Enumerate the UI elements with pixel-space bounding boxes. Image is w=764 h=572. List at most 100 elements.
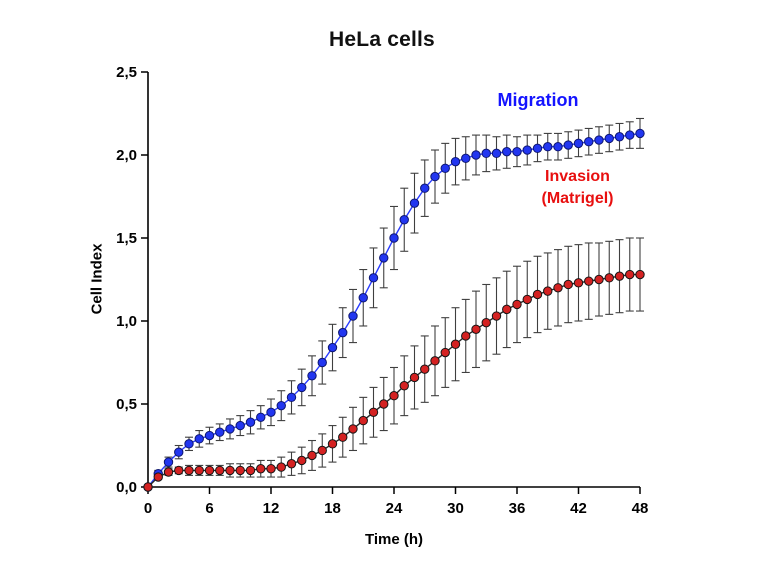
series-migration-point — [266, 407, 276, 417]
series-migration-point — [584, 137, 594, 147]
series-invasion-point — [420, 364, 430, 374]
series-migration-point — [543, 142, 553, 152]
series-invasion-point — [235, 465, 245, 476]
series-migration-point — [399, 215, 409, 225]
series-migration-point — [512, 146, 522, 157]
series-invasion-point — [215, 465, 225, 476]
series-invasion-point — [256, 464, 266, 474]
annotation-invasion-line1: Invasion — [545, 168, 610, 185]
series-migration-point — [297, 382, 307, 393]
annotation-invasion-line2: (Matrigel) — [541, 190, 614, 207]
series-invasion-point — [338, 432, 348, 442]
series-migration-point — [573, 138, 584, 149]
series-invasion-point — [512, 299, 522, 310]
series-invasion-point — [440, 347, 450, 358]
series-migration-point — [379, 253, 389, 263]
series-migration-point — [204, 430, 215, 441]
y-tick-label: 2,5 — [116, 64, 137, 81]
series-migration-point — [245, 417, 256, 427]
axes: 0,0 0,5 1,0 1,5 2,0 2,5 0 6 12 18 24 30 36 42 48 — [116, 64, 648, 517]
y-tick-label: 1,5 — [116, 230, 137, 247]
series-invasion-point — [532, 289, 543, 300]
x-tick-label: 30 — [447, 500, 464, 517]
series-migration-point — [491, 148, 502, 159]
series-invasion-point — [225, 465, 235, 476]
series-migration-point — [256, 412, 266, 422]
series-migration-point — [235, 420, 245, 431]
series-migration-point — [461, 153, 471, 164]
series-migration-point — [614, 132, 625, 142]
series-migration-point — [450, 156, 461, 167]
series-invasion-point — [143, 482, 153, 492]
x-tick-label: 12 — [263, 500, 280, 517]
series-invasion-point — [194, 465, 204, 476]
series-migration-point — [317, 357, 327, 368]
x-axis-label: Time (h) — [364, 531, 424, 548]
series-migration-point — [163, 457, 174, 467]
series-migration-point — [194, 434, 204, 444]
series-migration-point — [409, 198, 420, 208]
x-tick-label: 48 — [632, 500, 649, 517]
y-tick-label: 2,0 — [116, 147, 137, 164]
series-invasion-point — [368, 407, 379, 417]
series-invasion-point — [297, 455, 307, 466]
series-migration-point — [532, 143, 543, 154]
x-tick-label: 24 — [386, 500, 403, 517]
series-migration-point — [440, 163, 450, 173]
series-migration-point — [563, 140, 573, 150]
series-invasion-point — [348, 424, 358, 434]
series-migration-point — [225, 424, 235, 434]
series-migration-point — [481, 148, 491, 159]
annotation-invasion: Invasion (Matrigel) — [500, 166, 655, 210]
x-tick-label: 6 — [205, 500, 213, 517]
series-migration-point — [502, 146, 512, 157]
series-invasion-point — [573, 278, 584, 288]
series-invasion-point — [327, 439, 338, 449]
series-invasion-point — [543, 286, 553, 296]
series-migration-point — [430, 171, 440, 182]
series-migration-point — [358, 293, 368, 303]
y-axis-label: Cell Index — [88, 243, 106, 315]
x-tick-label: 36 — [509, 500, 526, 517]
series-invasion-point — [379, 399, 389, 409]
series-invasion-point — [245, 465, 256, 476]
series-migration-point — [625, 130, 635, 140]
series-migration-point — [327, 342, 338, 353]
y-tick-label: 1,0 — [116, 313, 137, 330]
series-invasion-point — [184, 465, 194, 476]
series-invasion-point — [153, 472, 163, 482]
series-migration-point — [368, 273, 379, 283]
series-migration-point — [604, 133, 614, 144]
series-invasion-point — [317, 445, 327, 456]
series-invasion — [143, 237, 645, 492]
series-invasion-point — [409, 372, 420, 383]
series-invasion-point — [286, 459, 297, 469]
series-invasion-point — [491, 311, 502, 321]
y-tick-label: 0,0 — [116, 479, 137, 496]
y-tick-label: 0,5 — [116, 396, 137, 413]
series-invasion-point — [307, 450, 317, 461]
series-migration-point — [338, 327, 348, 338]
series-invasion-point — [471, 324, 481, 334]
series-migration-point — [389, 233, 399, 243]
series-migration-point — [420, 183, 430, 193]
series-migration-point — [307, 371, 317, 381]
series-invasion-point — [584, 276, 594, 286]
series-invasion-point — [276, 462, 286, 472]
series-migration-point — [286, 392, 297, 403]
series-migration-point — [184, 439, 194, 449]
series-migration-point — [215, 427, 225, 437]
series-invasion-point — [625, 269, 635, 280]
series-invasion-point — [635, 269, 645, 280]
chart-title: HeLa cells — [329, 28, 435, 51]
series-invasion-point — [522, 294, 532, 305]
series-invasion-point — [450, 339, 461, 349]
series-invasion-point — [563, 279, 573, 290]
x-tick-label: 18 — [324, 500, 341, 517]
x-tick-label: 0 — [144, 500, 152, 517]
series-migration-point — [348, 311, 358, 321]
series-migration-point — [471, 150, 481, 160]
series-migration-point — [276, 400, 286, 411]
annotation-migration: Migration — [497, 90, 579, 110]
